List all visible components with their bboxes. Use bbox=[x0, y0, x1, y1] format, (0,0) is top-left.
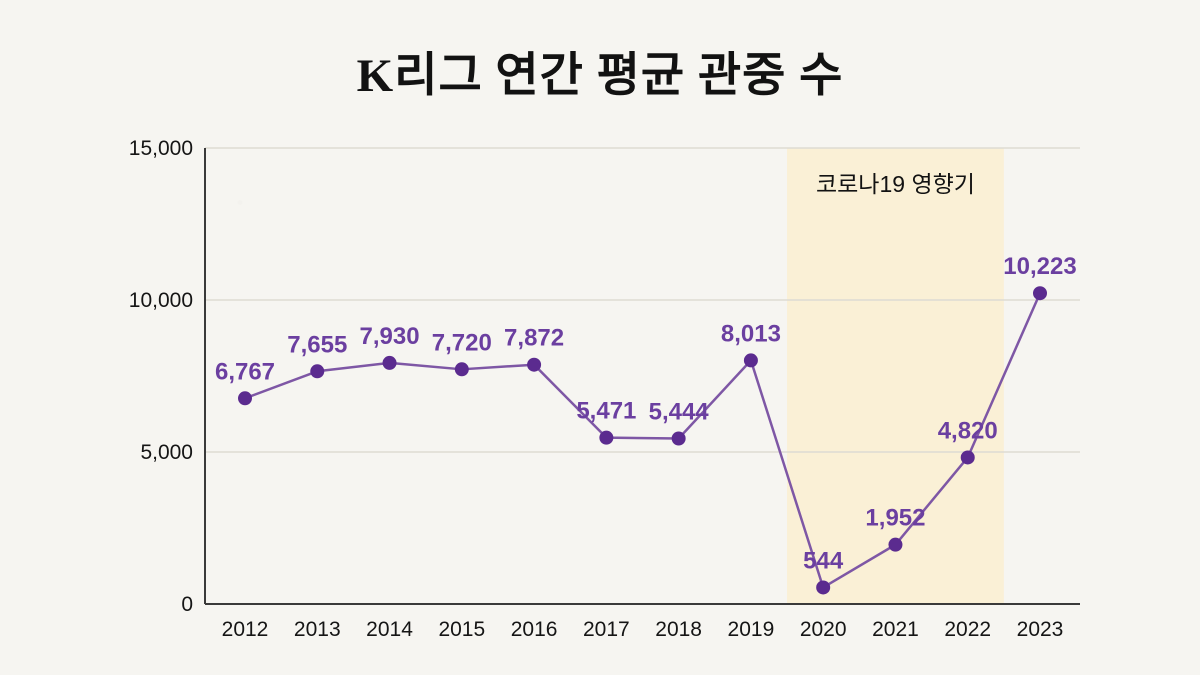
y-axis-tick-label: 15,000 bbox=[129, 137, 193, 160]
x-axis-tick-label: 2012 bbox=[222, 618, 269, 641]
data-point-label: 7,655 bbox=[287, 331, 347, 358]
data-point-label: 4,820 bbox=[938, 417, 998, 444]
data-point bbox=[960, 450, 975, 465]
x-axis-tick-label: 2020 bbox=[800, 618, 847, 641]
x-axis-tick-label: 2014 bbox=[366, 618, 413, 641]
data-point bbox=[599, 430, 614, 445]
data-point bbox=[888, 537, 903, 552]
data-point-label: 5,444 bbox=[649, 399, 710, 426]
x-axis-tick-label: 2013 bbox=[294, 618, 341, 641]
x-axis-tick-label: 2019 bbox=[728, 618, 775, 641]
covid-highlight-region bbox=[787, 148, 1004, 604]
data-point bbox=[1033, 286, 1047, 301]
data-point bbox=[743, 353, 758, 368]
page-title: K리그 연간 평균 관중 수 bbox=[356, 50, 844, 102]
x-axis-tick-label: 2022 bbox=[944, 618, 991, 641]
y-axis-tick-label: 10,000 bbox=[129, 289, 193, 312]
data-point-label: 7,872 bbox=[504, 325, 564, 352]
data-point-label: 5,471 bbox=[576, 398, 636, 425]
x-axis-tick-label: 2021 bbox=[872, 618, 919, 641]
data-point bbox=[454, 362, 469, 377]
x-axis-tick-label: 2018 bbox=[655, 618, 702, 641]
data-point-label: 8,013 bbox=[721, 320, 781, 347]
data-point bbox=[238, 391, 252, 406]
covid-annotation-label: 코로나19 영향기 bbox=[816, 171, 975, 197]
x-axis-tick-label: 2015 bbox=[438, 618, 485, 641]
y-axis-tick-label: 5,000 bbox=[140, 441, 193, 464]
data-point bbox=[816, 580, 831, 595]
x-axis-tick-label: 2017 bbox=[583, 618, 630, 641]
data-point-label: 6,767 bbox=[215, 358, 275, 385]
data-point-label: 7,720 bbox=[432, 329, 492, 356]
data-point bbox=[382, 355, 397, 370]
data-point bbox=[310, 364, 325, 379]
attendance-line bbox=[243, 291, 1042, 589]
data-point bbox=[527, 357, 542, 372]
data-point-label: 544 bbox=[803, 547, 844, 574]
data-point bbox=[671, 431, 686, 446]
data-point-label: 10,223 bbox=[1003, 253, 1076, 280]
data-point-label: 1,952 bbox=[865, 505, 925, 532]
data-point-label: 7,930 bbox=[360, 323, 420, 350]
y-axis-tick-label: 0 bbox=[181, 593, 193, 616]
x-axis-tick-label: 2023 bbox=[1017, 618, 1064, 641]
x-axis-tick-label: 2016 bbox=[511, 618, 558, 641]
